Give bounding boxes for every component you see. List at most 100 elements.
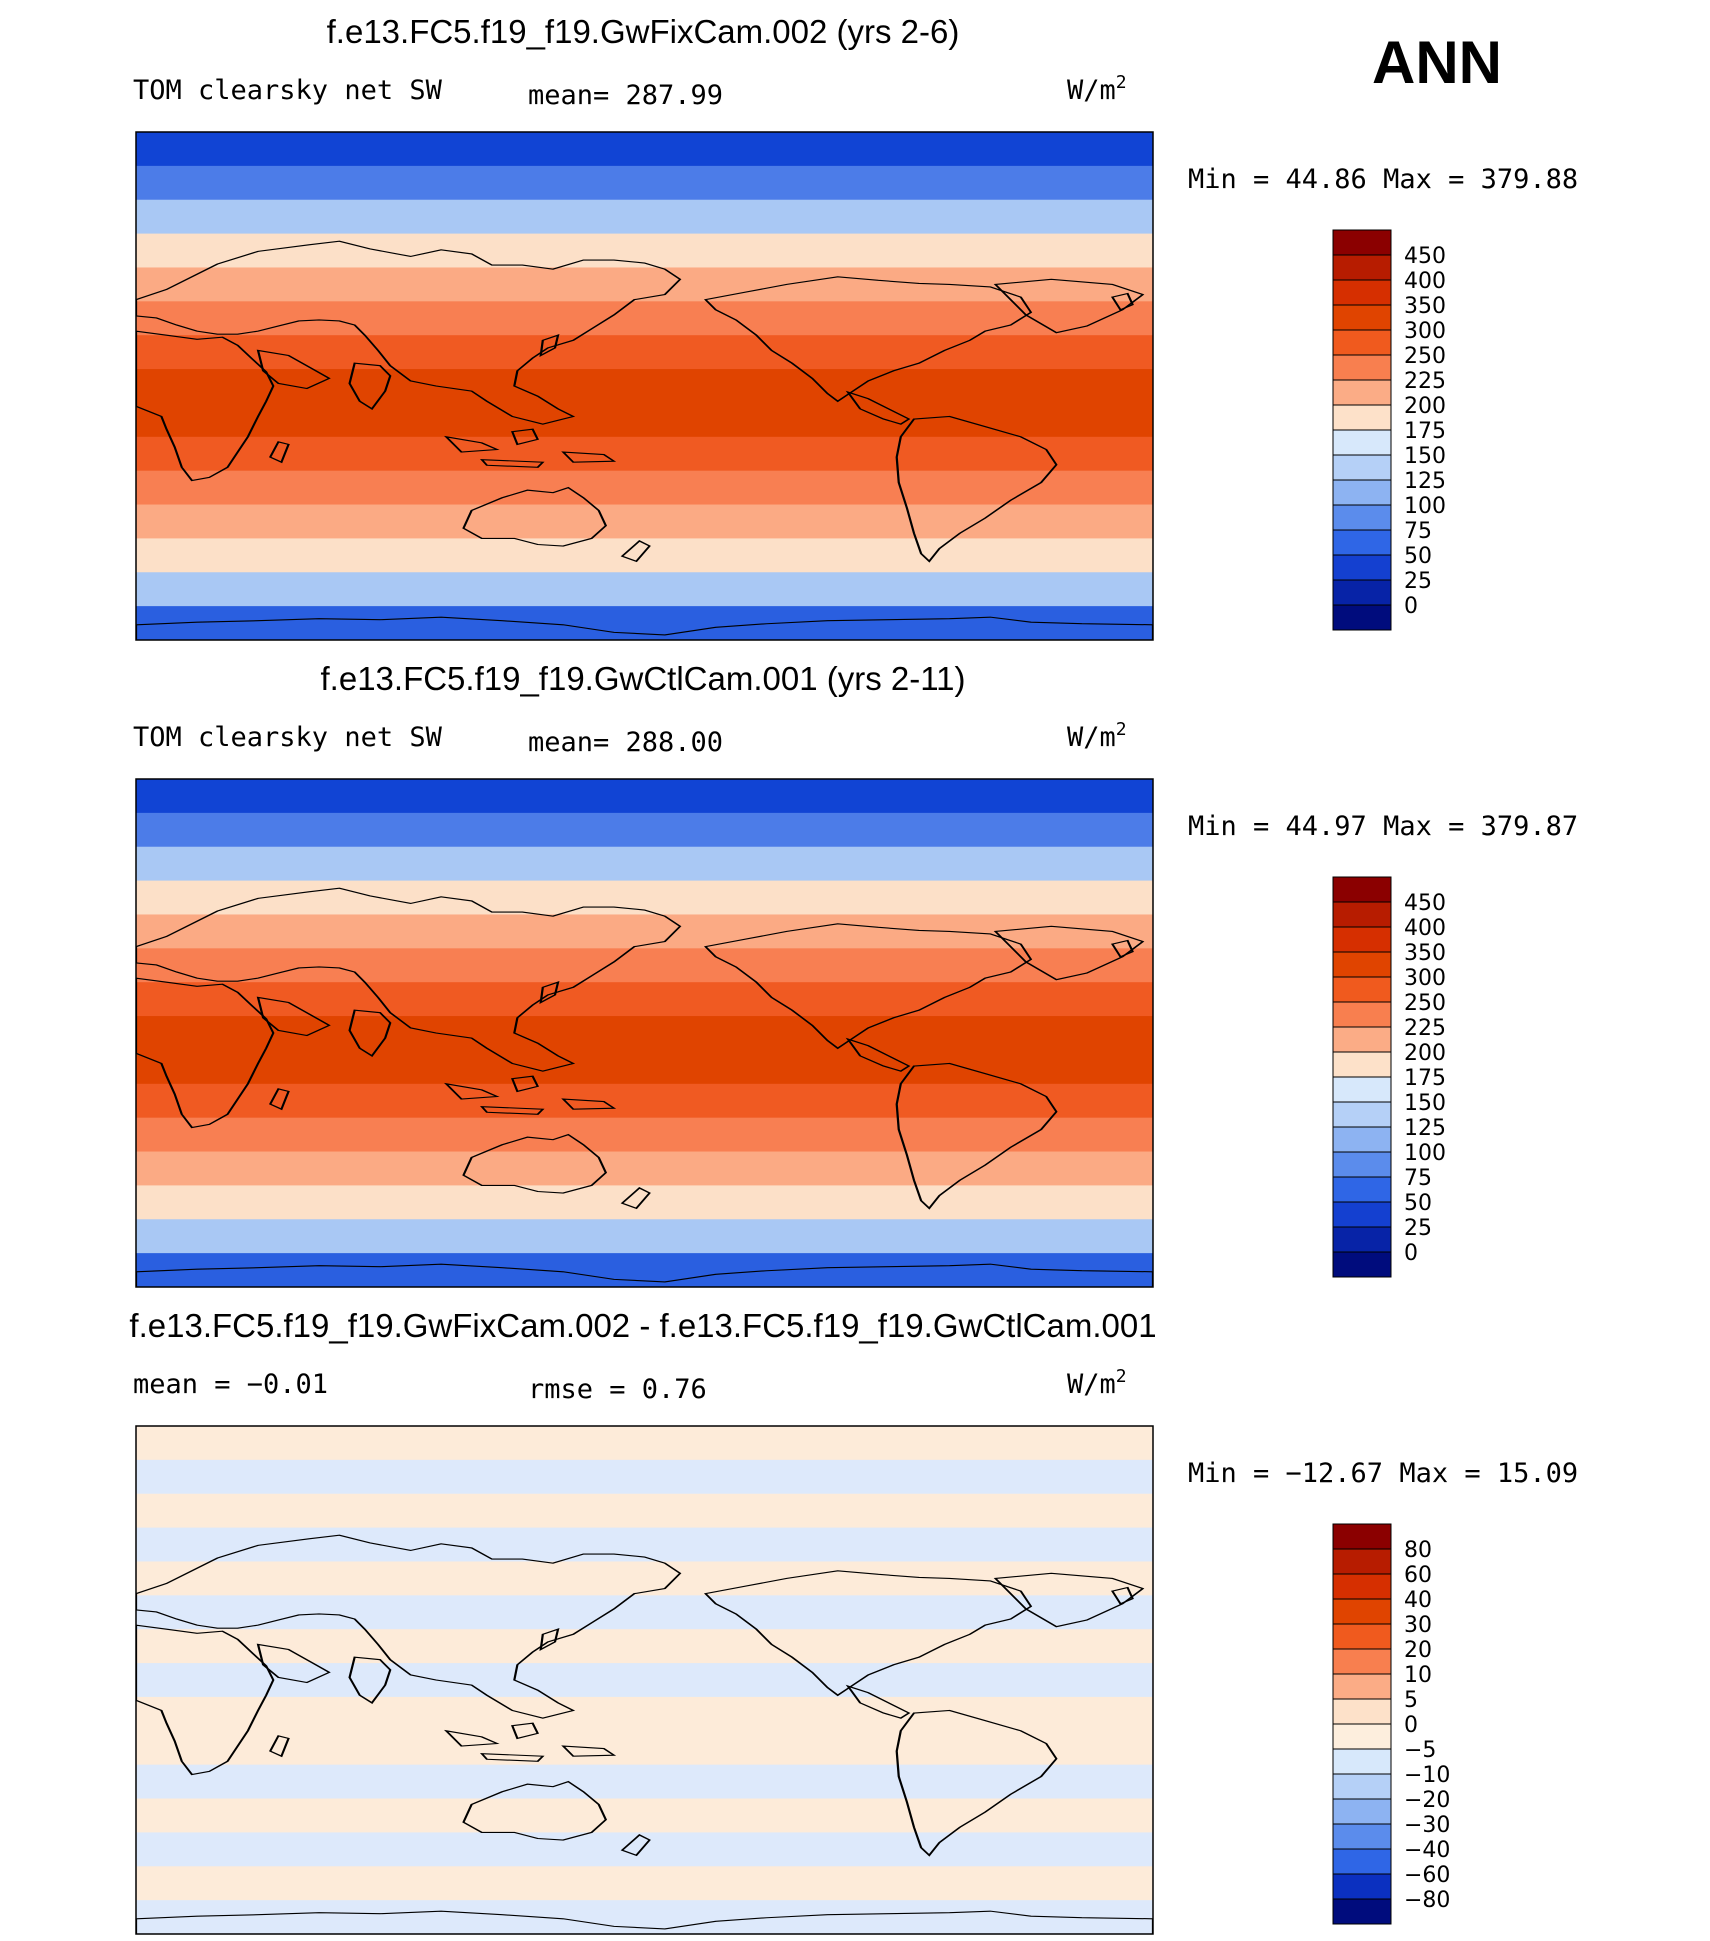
field-band (136, 914, 1153, 950)
field-band (136, 165, 1153, 201)
colorbar-tick-label: 400 (1404, 269, 1446, 294)
colorbar-swatch (1332, 354, 1392, 381)
colorbar-tick-label: 250 (1404, 991, 1446, 1016)
panel-difference: f.e13.FC5.f19_f19.GwFixCam.002 - f.e13.F… (129, 1307, 1578, 1935)
colorbar-tick-label: 30 (1404, 1613, 1432, 1638)
colorbar-tick-label: 50 (1404, 544, 1432, 569)
colorbar-swatch (1332, 1848, 1392, 1875)
colorbar-swatch (1332, 1226, 1392, 1253)
panel-middle: f.e13.FC5.f19_f19.GwCtlCam.001 (yrs 2-11… (133, 660, 1578, 1288)
colorbar-tick-label: 350 (1404, 941, 1446, 966)
field-band (136, 1730, 1153, 1766)
field-band (136, 504, 1153, 540)
field-band (136, 301, 1153, 337)
colorbar-swatch (1332, 1898, 1392, 1925)
panel-stat-label: mean= 287.99 (528, 80, 723, 111)
colorbar-tick-label: 225 (1404, 369, 1446, 394)
colorbar-tick-label: 150 (1404, 444, 1446, 469)
minmax-label: Min = 44.97 Max = 379.87 (1188, 811, 1578, 842)
colorbar-tick-label: 80 (1404, 1538, 1432, 1563)
colorbar-tick-label: 0 (1404, 1713, 1418, 1738)
colorbar-swatch (1332, 1001, 1392, 1028)
colorbar-tick-label: 50 (1404, 1191, 1432, 1216)
colorbar-tick-label: 200 (1404, 394, 1446, 419)
colorbar-swatch (1332, 876, 1392, 903)
field-band (136, 846, 1153, 882)
colorbar-tick-label: 125 (1404, 1116, 1446, 1141)
colorbar-swatch (1332, 604, 1392, 631)
colorbar-swatch (1332, 329, 1392, 356)
colorbar-swatch (1332, 976, 1392, 1003)
field-band (136, 132, 1153, 167)
map-frame (135, 778, 1154, 1288)
colorbar-swatch (1332, 504, 1392, 531)
field-band (136, 1595, 1153, 1631)
colorbar-tick-label: 10 (1404, 1663, 1432, 1688)
colorbar-swatch (1332, 1573, 1392, 1600)
colorbar-tick-label: 75 (1404, 519, 1432, 544)
colorbar-tick-label: 20 (1404, 1638, 1432, 1663)
colorbar-swatch (1332, 951, 1392, 978)
colorbar-swatch (1332, 1126, 1392, 1153)
colorbar-swatch (1332, 279, 1392, 306)
colorbar-tick-label: −5 (1404, 1738, 1436, 1763)
colorbar-tick-label: 300 (1404, 966, 1446, 991)
field-band (136, 369, 1153, 404)
field-band (136, 402, 1153, 438)
colorbar-tick-label: 225 (1404, 1016, 1446, 1041)
colorbar-tick-label: 0 (1404, 1241, 1418, 1266)
colorbar-swatch (1332, 1076, 1392, 1103)
field-band (136, 606, 1153, 640)
colorbar-tick-label: 150 (1404, 1091, 1446, 1116)
field-band (136, 1151, 1153, 1187)
minmax-label: Min = −12.67 Max = 15.09 (1188, 1458, 1578, 1489)
colorbar-tick-label: 60 (1404, 1563, 1432, 1588)
colorbar-tick-label: 75 (1404, 1166, 1432, 1191)
colorbar-swatch (1332, 1251, 1392, 1278)
colorbar-swatch (1332, 1523, 1392, 1550)
colorbar-swatch (1332, 404, 1392, 431)
colorbar-swatch (1332, 1623, 1392, 1650)
colorbar-tick-label: 125 (1404, 469, 1446, 494)
minmax-label: Min = 44.86 Max = 379.88 (1188, 164, 1578, 195)
colorbar-swatch (1332, 254, 1392, 281)
colorbar-tick-label: −10 (1404, 1763, 1450, 1788)
colorbar-tick-label: −80 (1404, 1888, 1450, 1913)
field-band (136, 1493, 1153, 1529)
map-field (136, 132, 1153, 640)
panel-top: f.e13.FC5.f19_f19.GwFixCam.002 (yrs 2-6)… (133, 13, 1578, 641)
field-band (136, 335, 1153, 371)
panel-title: f.e13.FC5.f19_f19.GwFixCam.002 - f.e13.F… (129, 1307, 1156, 1344)
field-band (136, 470, 1153, 506)
colorbar-tick-label: 450 (1404, 244, 1446, 269)
colorbar-swatch (1332, 1723, 1392, 1750)
field-band (136, 1561, 1153, 1597)
colorbar-swatch (1332, 1051, 1392, 1078)
colorbar-swatch (1332, 1201, 1392, 1228)
field-band (136, 812, 1153, 848)
colorbar-swatch (1332, 1798, 1392, 1825)
colorbar-tick-label: 250 (1404, 344, 1446, 369)
colorbar-swatch (1332, 1873, 1392, 1900)
colorbar-tick-label: 450 (1404, 891, 1446, 916)
colorbar-swatch (1332, 454, 1392, 481)
field-band (136, 1219, 1153, 1255)
field-band (136, 1663, 1153, 1698)
units-label: W/m2 (1067, 719, 1127, 753)
colorbar-tick-label: 300 (1404, 319, 1446, 344)
colorbar-tick-label: 200 (1404, 1041, 1446, 1066)
colorbar-swatch (1332, 901, 1392, 928)
panel-stat-label: mean= 288.00 (528, 727, 723, 758)
field-band (136, 948, 1153, 984)
colorbar-swatch (1332, 554, 1392, 581)
colorbar-tick-label: 350 (1404, 294, 1446, 319)
field-band (136, 572, 1153, 608)
colorbar-swatch (1332, 1698, 1392, 1725)
colorbar-tick-label: 25 (1404, 1216, 1432, 1241)
field-band (136, 267, 1153, 303)
colorbar-tick-label: 100 (1404, 1141, 1446, 1166)
colorbar-tick-label: 175 (1404, 1066, 1446, 1091)
colorbar-tick-label: 5 (1404, 1688, 1418, 1713)
field-band (136, 1016, 1153, 1051)
